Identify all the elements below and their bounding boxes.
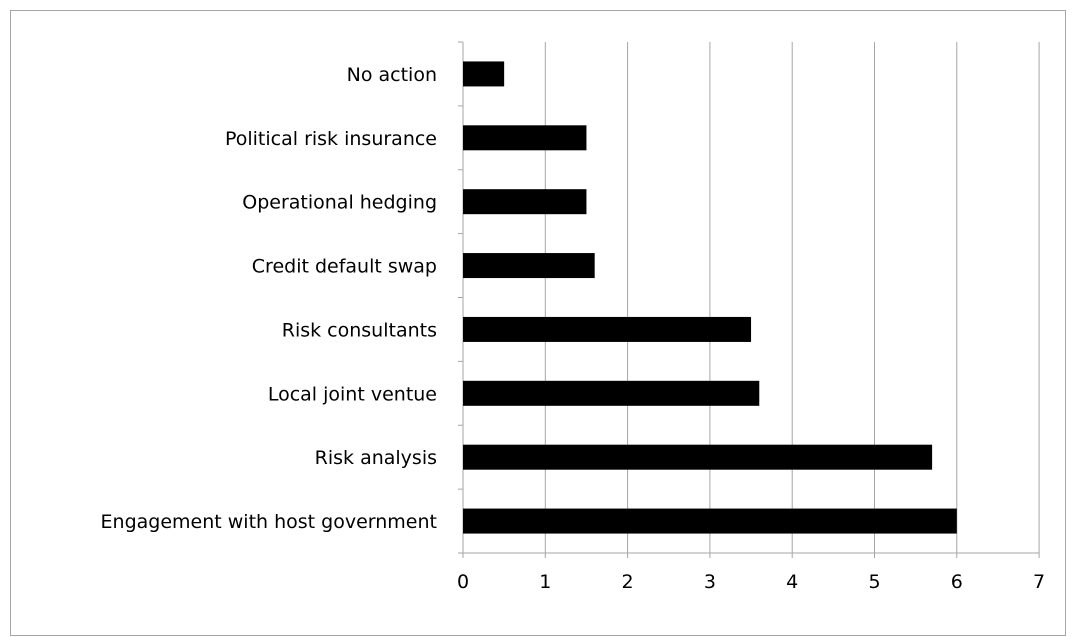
- bar: [463, 125, 587, 151]
- category-label: Credit default swap: [252, 256, 437, 278]
- category-label: Local joint ventue: [268, 383, 437, 405]
- tick-label: 2: [622, 571, 634, 593]
- tick-label: 6: [951, 571, 963, 593]
- category-label: No action: [347, 64, 437, 86]
- category-label: Political risk insurance: [225, 128, 437, 150]
- tick-label: 7: [1033, 571, 1045, 593]
- category-label: Engagement with host government: [101, 511, 437, 533]
- bar: [463, 508, 957, 534]
- bar: [463, 444, 933, 470]
- tick-label: 0: [457, 571, 469, 593]
- bar: [463, 253, 595, 279]
- tick-labels: 0 1 2 3 4 5 6 7: [457, 571, 1045, 593]
- tick-label: 3: [704, 571, 716, 593]
- bar: [463, 189, 587, 215]
- tick-label: 1: [539, 571, 551, 593]
- category-labels: No action Political risk insurance Operati…: [101, 64, 437, 533]
- bar: [463, 316, 752, 342]
- bar: [463, 61, 505, 87]
- tick-label: 5: [868, 571, 880, 593]
- category-label: Risk consultants: [282, 319, 437, 341]
- tick-label: 4: [786, 571, 798, 593]
- category-label: Operational hedging: [242, 192, 437, 214]
- value-axis: [462, 552, 1040, 558]
- bars: [463, 61, 957, 534]
- bar: [463, 380, 760, 406]
- category-label: Risk analysis: [315, 447, 437, 469]
